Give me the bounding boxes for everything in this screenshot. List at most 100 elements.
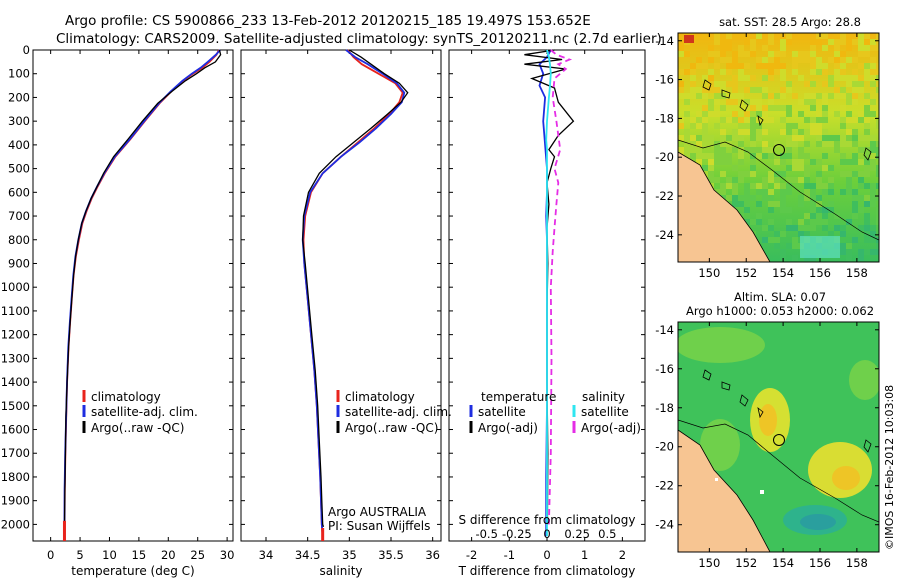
sla-shelf-contour [678, 419, 879, 523]
sst-cell [798, 135, 804, 141]
sst-cell [756, 87, 762, 93]
sst-cell [738, 153, 744, 159]
depth-tick-label: 1500 [1, 399, 30, 413]
sst-cell [846, 33, 852, 39]
sst-cell [720, 171, 726, 177]
sst-cell [702, 129, 708, 135]
sst-cell [870, 147, 876, 153]
temperature-series [62, 49, 222, 541]
sst-cell [870, 99, 876, 105]
sla-lat-ticks: -14 -16 -18 -20 -22 -24 [655, 323, 879, 532]
sst-cell [768, 51, 774, 57]
sst-cell [804, 57, 810, 63]
depth-tick-label: 2000 [1, 517, 30, 531]
sst-cell [852, 207, 858, 213]
sst-shelf-contour [678, 139, 879, 241]
sst-cell [834, 63, 840, 69]
sst-cell [804, 171, 810, 177]
sst-cell [768, 237, 774, 243]
sst-cell [696, 57, 702, 63]
sst-cell [684, 153, 690, 159]
sst-cell [708, 99, 714, 105]
sst-cell [786, 81, 792, 87]
sst-cell [816, 207, 822, 213]
salinity-frame [240, 49, 442, 542]
depth-tick-label: 1000 [1, 280, 30, 294]
difference-xlabel-top: S difference from climatology [459, 513, 636, 527]
sst-cell [720, 39, 726, 45]
sst-cell [720, 105, 726, 111]
difference-xlabel: T difference from climatology [458, 564, 636, 578]
sst-map-title: sat. SST: 28.5 Argo: 28.8 [719, 15, 861, 29]
sst-cell [720, 129, 726, 135]
sst-cell [798, 201, 804, 207]
sst-cell [852, 81, 858, 87]
sst-cell [714, 33, 720, 39]
sst-cell [786, 105, 792, 111]
sst-cell [810, 69, 816, 75]
sst-cell [852, 75, 858, 81]
s-diff-tick-label: 0 [543, 527, 550, 541]
sst-cell [816, 195, 822, 201]
sst-cell [690, 153, 696, 159]
sst-cell [738, 117, 744, 123]
sst-cell [744, 189, 750, 195]
sst-cell [852, 153, 858, 159]
sst-cell [720, 183, 726, 189]
sst-cell [756, 105, 762, 111]
sst-cell [798, 147, 804, 153]
sst-cell [690, 147, 696, 153]
sst-cell [840, 243, 846, 249]
legend-sal-satellite-label: satellite [581, 405, 629, 419]
sst-cell [708, 159, 714, 165]
sst-cell [750, 99, 756, 105]
series-line-argo-raw-qc- [302, 49, 409, 528]
sst-cell [858, 81, 864, 87]
sst-cell [762, 75, 768, 81]
sst-cell [702, 141, 708, 147]
sst-cell [870, 249, 876, 255]
lat-tick-label: -24 [655, 228, 674, 242]
sst-cell [702, 123, 708, 129]
sst-cell [708, 171, 714, 177]
sst-cell [702, 93, 708, 99]
sst-cell [708, 135, 714, 141]
salinity-diff-tick-labels: -0.5 -0.25 0 0.25 0.5 [475, 527, 616, 541]
sst-cell [876, 75, 879, 81]
sst-cell [852, 135, 858, 141]
sst-cell [840, 39, 846, 45]
sst-cell [876, 45, 879, 51]
sst-cell [828, 177, 834, 183]
sst-cell [864, 171, 870, 177]
sst-cell [732, 93, 738, 99]
sst-cell [864, 183, 870, 189]
sst-cell [876, 207, 879, 213]
sst-cell [846, 117, 852, 123]
sst-cell [834, 87, 840, 93]
lon-tick-label: 152 [735, 266, 757, 280]
sst-cell [750, 171, 756, 177]
sst-cell [762, 105, 768, 111]
sst-cell [858, 159, 864, 165]
sst-cell [828, 93, 834, 99]
sst-cell [738, 63, 744, 69]
sst-cell [816, 159, 822, 165]
sst-cell [744, 147, 750, 153]
sst-cell [774, 57, 780, 63]
sst-cell [690, 87, 696, 93]
depth-tick-label: 1200 [1, 328, 30, 342]
sst-cell [708, 105, 714, 111]
x-tick-label: 35 [342, 548, 357, 562]
sst-cell [726, 195, 732, 201]
sst-cell [780, 69, 786, 75]
sst-cell [822, 225, 828, 231]
sst-cell [684, 141, 690, 147]
sst-cell [846, 159, 852, 165]
sst-cell [804, 195, 810, 201]
sst-cell [864, 63, 870, 69]
sst-cell [804, 141, 810, 147]
sst-cell [762, 153, 768, 159]
sst-cell [726, 45, 732, 51]
sst-cell [870, 237, 876, 243]
sst-cell [846, 39, 852, 45]
